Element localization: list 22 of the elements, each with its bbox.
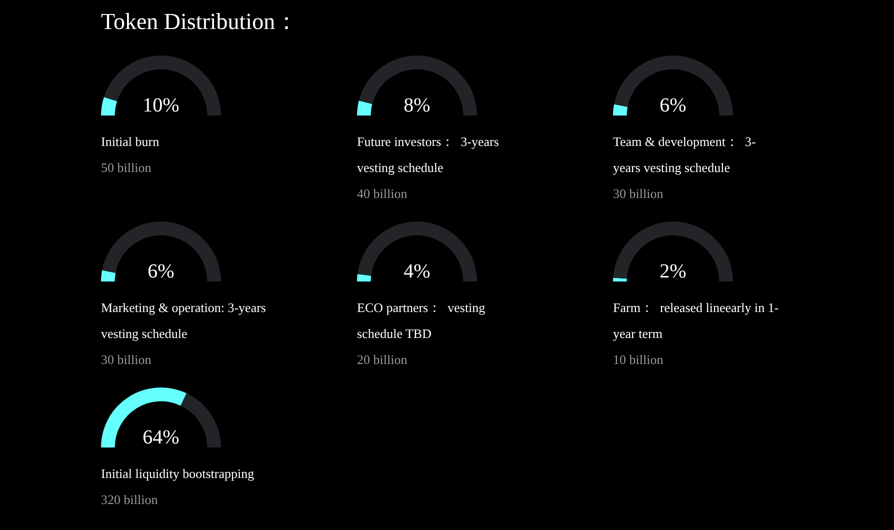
text: Marketing & operation: 3-years vesting schedule: [101, 299, 267, 343]
text: Team & development： 3-years vesting schedule: [613, 133, 757, 177]
text: 2%: [660, 260, 686, 282]
text: 4%: [404, 260, 430, 282]
text: ECO partners： vesting schedule TBD: [357, 299, 486, 343]
text: 10%: [142, 94, 180, 116]
text: Initial burn: [101, 133, 160, 151]
text: 6%: [660, 94, 686, 116]
text: 10 billion: [613, 351, 664, 369]
text: Initial liquidity bootstrapping: [101, 465, 256, 483]
text: Farm： released lineearly in 1-year term: [613, 299, 780, 343]
text: 30 billion: [101, 351, 152, 369]
text: Future investors： 3-years vesting schedule: [357, 133, 500, 177]
text: 64%: [142, 426, 180, 448]
text: 50 billion: [101, 159, 152, 177]
text: 6%: [148, 260, 174, 282]
text: Token Distribution：: [101, 8, 298, 36]
text: 8%: [404, 94, 430, 116]
text: 20 billion: [357, 351, 408, 369]
text: 320 billion: [101, 491, 159, 509]
text: 40 billion: [357, 185, 408, 203]
text: 30 billion: [613, 185, 664, 203]
